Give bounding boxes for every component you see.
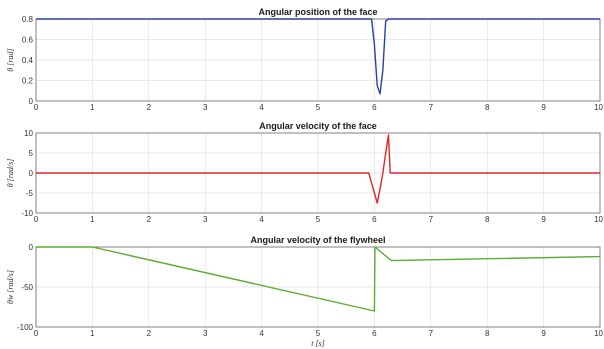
x-tick-label: 6 (372, 329, 377, 338)
x-tick-label: 3 (203, 329, 208, 338)
x-tick-label: 10 (594, 215, 603, 224)
x-tick-label: 4 (259, 103, 264, 112)
x-tick-label: 5 (316, 215, 321, 224)
y-tick-label: -5 (26, 189, 34, 198)
x-tick-label: 0 (34, 215, 39, 224)
y-tick-label: 10 (24, 129, 33, 138)
chart-title: Angular position of the face (258, 7, 377, 17)
x-tick-label: 4 (259, 329, 264, 338)
x-tick-label: 0 (34, 103, 39, 112)
x-tick-label: 8 (485, 329, 490, 338)
x-tick-label: 2 (147, 215, 152, 224)
panel-3: 0 1 2 3 4 5 6 7 8 9 10 -100 -50 0 Angular velocity of … (6, 235, 604, 348)
y-tick-label: 5 (29, 149, 34, 158)
x-tick-label: 9 (541, 329, 546, 338)
x-tick-label: 0 (34, 329, 39, 338)
y-tick-label: -50 (21, 283, 33, 292)
x-axis-label: t [s] (311, 339, 325, 348)
x-tick-label: 5 (316, 103, 321, 112)
series-line-1 (36, 18, 600, 95)
series-line-1 (36, 134, 600, 204)
y-tick-label: 0 (29, 243, 34, 252)
chart-title: Angular velocity of the flywheel (250, 235, 385, 245)
x-tick-label: 2 (147, 329, 152, 338)
x-tick-label: 1 (90, 103, 95, 112)
y-tick-label: 0.2 (22, 77, 34, 86)
y-tick-label: 0 (29, 169, 34, 178)
y-tick-label: 0.6 (22, 36, 34, 45)
y-tick-label: -10 (21, 209, 33, 218)
y-tick-label: 0.4 (22, 56, 34, 65)
x-tick-label: 5 (316, 329, 321, 338)
x-tick-label: 3 (203, 103, 208, 112)
axes-frame (35, 246, 601, 328)
series-line-1 (36, 246, 601, 312)
x-tick-label: 9 (541, 103, 546, 112)
panel-2: 0 1 2 3 4 5 6 7 8 9 10 -10 -5 0 5 10 Angular velocity of… (6, 121, 604, 224)
y-tick-label: 0 (29, 97, 34, 106)
y-tick-label: -100 (17, 323, 34, 332)
x-tick-label: 8 (485, 215, 490, 224)
x-tick-label: 9 (541, 215, 546, 224)
x-tick-label: 6 (372, 103, 377, 112)
y-axis-label: θ̇w [rad/s] (6, 270, 15, 304)
panel-1: 0 1 2 3 4 5 6 7 8 9 10 0 0.2 0.4 0.6 0.8 Angular positio… (6, 7, 604, 112)
x-tick-label: 8 (485, 103, 490, 112)
chart-title: Angular velocity of the face (259, 121, 377, 131)
x-tick-label: 7 (429, 329, 434, 338)
y-axis-label: θ [rad] (6, 48, 15, 71)
y-axis-label: θ̇ [rad/s] (6, 159, 15, 188)
x-tick-label: 7 (429, 215, 434, 224)
x-tick-label: 10 (594, 103, 603, 112)
x-tick-label: 4 (259, 215, 264, 224)
x-tick-label: 1 (90, 329, 95, 338)
x-tick-label: 1 (90, 215, 95, 224)
x-tick-label: 2 (147, 103, 152, 112)
x-tick-label: 3 (203, 215, 208, 224)
x-tick-label: 10 (594, 329, 603, 338)
x-tick-label: 7 (429, 103, 434, 112)
y-tick-label: 0.8 (22, 15, 34, 24)
x-tick-label: 6 (372, 215, 377, 224)
